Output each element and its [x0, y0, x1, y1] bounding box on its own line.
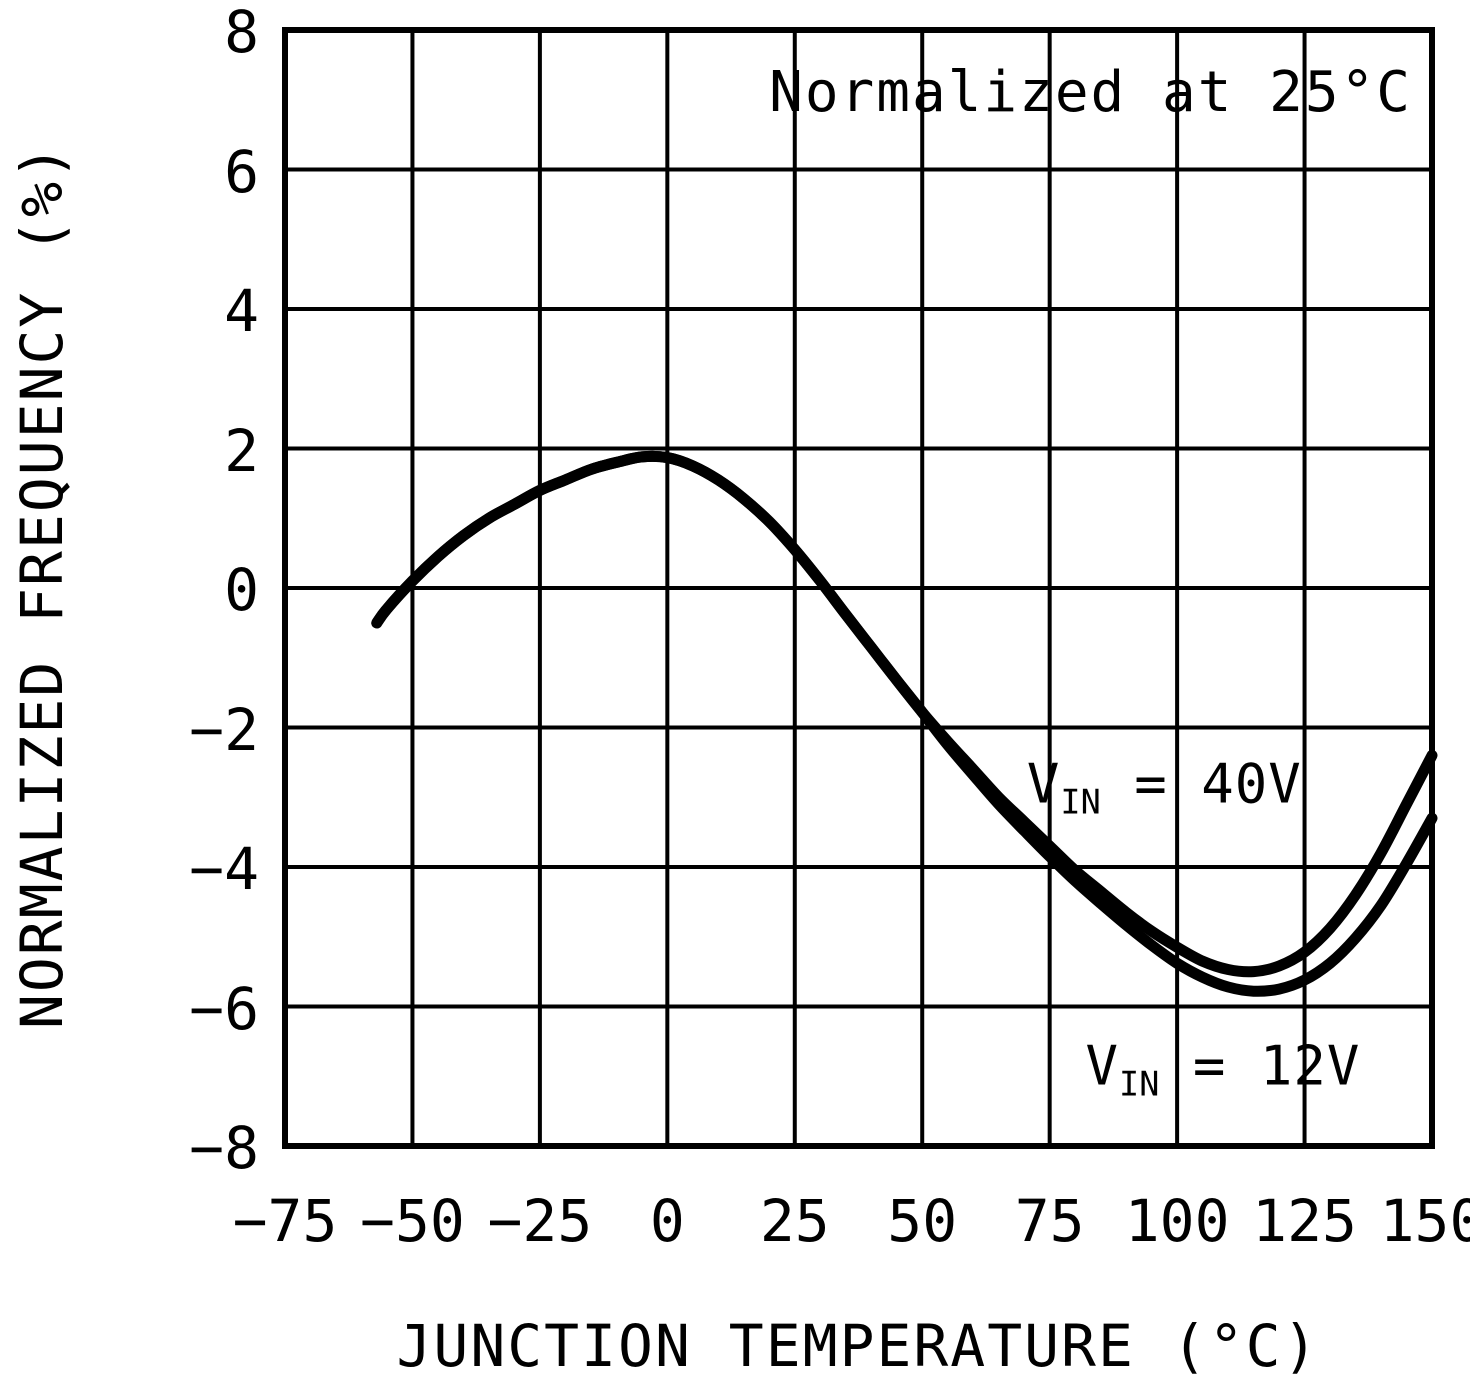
series-label-subscript: IN	[1119, 1064, 1160, 1104]
series-label-rest: = 12V	[1159, 1034, 1361, 1098]
series-label-base: V	[1026, 752, 1061, 816]
plot-frame	[282, 27, 1435, 1149]
x-tick-label: 150	[1379, 1187, 1470, 1255]
y-tick-label: 0	[224, 556, 259, 624]
x-tick-label: 0	[649, 1187, 685, 1255]
x-tick-label: 50	[887, 1187, 958, 1255]
y-tick-label: 4	[224, 277, 259, 345]
series-label-vin-40v: VIN = 40V	[1027, 752, 1302, 821]
y-tick-label: 8	[224, 0, 259, 66]
x-tick-label: −50	[360, 1187, 465, 1255]
curve-vin-40v	[371, 450, 1438, 978]
y-tick-label: −8	[189, 1114, 259, 1182]
y-tick-label: −2	[189, 695, 259, 764]
x-tick-label: −75	[232, 1187, 338, 1255]
chart-annotation: Normalized at 25°C	[769, 60, 1412, 125]
x-tick-label: 125	[1252, 1187, 1357, 1255]
y-tick-label: −4	[189, 835, 259, 903]
y-tick-label: 6	[224, 137, 259, 206]
y-tick-label: 2	[224, 416, 259, 485]
x-axis-title: JUNCTION TEMPERATURE (°C)	[396, 1312, 1320, 1380]
series-label-rest: = 40V	[1100, 752, 1302, 816]
x-tick-label: −25	[487, 1187, 593, 1255]
series-label-subscript: IN	[1060, 782, 1101, 822]
y-tick-label: −6	[189, 974, 259, 1043]
x-tick-label: 100	[1124, 1187, 1230, 1255]
series-label-base: V	[1085, 1034, 1120, 1098]
x-tick-label: 75	[1014, 1187, 1085, 1255]
curve-vin-12v	[371, 450, 1438, 997]
series-label-vin-12v: VIN = 12V	[1086, 1035, 1361, 1104]
x-tick-label: 25	[759, 1187, 830, 1255]
